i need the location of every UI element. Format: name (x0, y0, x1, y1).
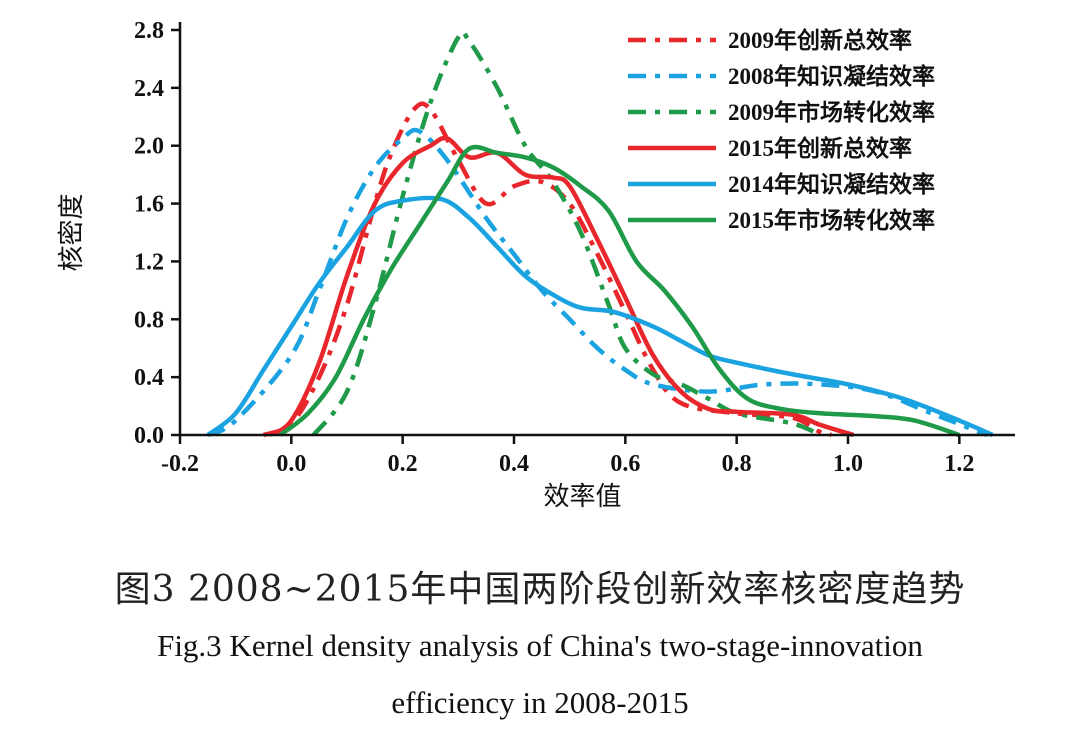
series-line-3 (311, 29, 822, 438)
legend-label-5: 2014年知识凝结效率 (728, 171, 935, 197)
legend-label-6: 2015年市场转化效率 (728, 207, 935, 233)
x-tick-label: 0.2 (388, 451, 418, 477)
series-line-6 (278, 144, 961, 438)
series-line-4 (267, 135, 855, 438)
y-tick-label: 2.4 (134, 76, 164, 102)
x-tick-label: 1.0 (833, 451, 863, 477)
series-line-5 (206, 195, 994, 438)
x-tick-label: 0.6 (610, 451, 640, 477)
y-tick-label: 1.2 (134, 249, 164, 275)
figure-caption-english-line1: Fig.3 Kernel density analysis of China's… (157, 628, 923, 663)
axis-ticks: -0.2 0.0 0.2 0.4 0.6 0.8 1.0 1.20.00.40.81.21.6… (134, 18, 974, 477)
x-tick-label: -0.2 (161, 451, 199, 477)
chart-legend: 2009年创新总效率 2008年知识凝结效率 2009年市场转化效率 2015年创新总… (628, 27, 935, 233)
x-tick-label: 0.4 (499, 451, 529, 477)
y-tick-label: 2.0 (134, 134, 164, 160)
figure-caption-chinese: 图3 2008~2015年中国两阶段创新效率核密度趋势 (114, 569, 966, 610)
y-axis-label: 核密度 (57, 193, 87, 271)
series-line-2 (206, 127, 988, 438)
x-tick-label: 0.0 (276, 451, 306, 477)
y-tick-label: 0.8 (134, 307, 164, 333)
x-axis-label: 效率值 (543, 482, 621, 512)
legend-label-2: 2008年知识凝结效率 (728, 63, 935, 89)
legend-label-1: 2009年创新总效率 (728, 27, 912, 53)
x-tick-label: 0.8 (722, 451, 752, 477)
y-tick-label: 0.0 (134, 423, 164, 449)
kernel-density-chart: -0.2 0.0 0.2 0.4 0.6 0.8 1.0 1.20.00.40.81.21.6… (57, 18, 1015, 512)
y-tick-label: 0.4 (134, 365, 164, 391)
density-curves (206, 29, 994, 438)
x-tick-label: 1.2 (944, 451, 974, 477)
y-tick-label: 1.6 (134, 192, 164, 218)
y-tick-label: 2.8 (134, 18, 164, 44)
legend-label-4: 2015年创新总效率 (728, 135, 912, 161)
legend-label-3: 2009年市场转化效率 (728, 99, 935, 125)
chart-axes (178, 22, 1015, 437)
figure-caption-english-line2: efficiency in 2008-2015 (391, 685, 689, 720)
